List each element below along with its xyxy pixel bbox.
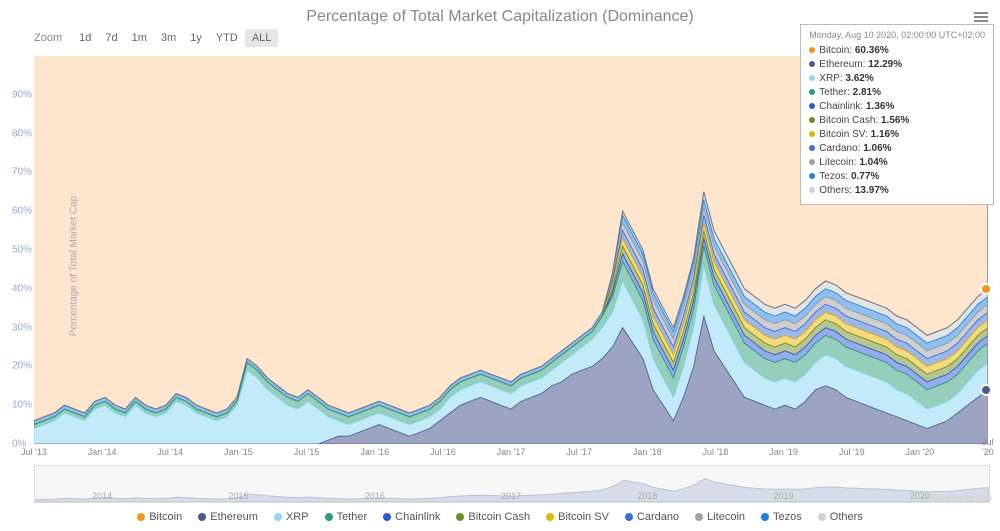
legend-item-tether[interactable]: Tether — [325, 511, 368, 523]
legend-item-bitcoin[interactable]: Bitcoin — [137, 511, 182, 523]
legend-item-bitcoin-cash[interactable]: Bitcoin Cash — [456, 511, 530, 523]
x-tick: Jan '16 — [360, 447, 389, 457]
x-tick: Jul '18 — [703, 447, 729, 457]
nav-tick: 2015 — [228, 491, 248, 501]
tooltip-row: Chainlink: 1.36% — [809, 100, 985, 114]
x-tick: Jan '18 — [633, 447, 662, 457]
y-tick: 90% — [12, 89, 32, 100]
legend-item-ethereum[interactable]: Ethereum — [198, 511, 258, 523]
x-tick: Jul '13 — [21, 447, 47, 457]
y-tick: 40% — [12, 283, 32, 294]
cursor-dot — [980, 384, 992, 396]
y-tick: 80% — [12, 128, 32, 139]
y-tick: 70% — [12, 167, 32, 178]
tooltip: Monday, Aug 10 2020, 02:00:00 UTC+02:00 … — [800, 24, 994, 205]
x-tick: Jul '19 — [839, 447, 865, 457]
tooltip-row: Tether: 2.81% — [809, 86, 985, 100]
y-tick: 50% — [12, 245, 32, 256]
zoom-1m-button[interactable]: 1m — [125, 29, 154, 47]
x-tick: Jan '15 — [224, 447, 253, 457]
legend-item-cardano[interactable]: Cardano — [625, 511, 679, 523]
tooltip-row: Bitcoin Cash: 1.56% — [809, 114, 985, 128]
cursor-dot — [980, 283, 992, 295]
nav-tick: 2017 — [501, 491, 521, 501]
x-tick: Jul '16 — [430, 447, 456, 457]
x-tick: Jul '17 — [566, 447, 592, 457]
y-tick: 10% — [12, 400, 32, 411]
y-tick: 60% — [12, 206, 32, 217]
y-tick: 20% — [12, 361, 32, 372]
tooltip-row: Bitcoin: 60.36% — [809, 44, 985, 58]
legend-item-others[interactable]: Others — [818, 511, 863, 523]
tooltip-row: Ethereum: 12.29% — [809, 58, 985, 72]
legend: Bitcoin Ethereum XRP Tether Chainlink Bitcoin… — [0, 511, 1000, 523]
x-tick: Jan '19 — [769, 447, 798, 457]
tooltip-row: Litecoin: 1.04% — [809, 156, 985, 170]
zoom-label: Zoom — [34, 32, 62, 44]
legend-item-litecoin[interactable]: Litecoin — [695, 511, 745, 523]
x-tick: Jul '20 — [982, 437, 994, 457]
zoom-all-button[interactable]: ALL — [245, 29, 279, 47]
zoom-7d-button[interactable]: 7d — [98, 29, 124, 47]
nav-tick: 2014 — [92, 491, 112, 501]
tooltip-row: Cardano: 1.06% — [809, 142, 985, 156]
x-tick: Jan '17 — [497, 447, 526, 457]
nav-tick: 2018 — [637, 491, 657, 501]
x-tick: Jan '14 — [88, 447, 117, 457]
tooltip-row: XRP: 3.62% — [809, 72, 985, 86]
tooltip-row: Others: 13.97% — [809, 184, 985, 198]
tooltip-header: Monday, Aug 10 2020, 02:00:00 UTC+02:00 — [809, 29, 985, 42]
x-tick: Jan '20 — [905, 447, 934, 457]
legend-item-bitcoin-sv[interactable]: Bitcoin SV — [546, 511, 609, 523]
y-tick: 30% — [12, 322, 32, 333]
zoom-ytd-button[interactable]: YTD — [209, 29, 245, 47]
nav-tick: 2019 — [774, 491, 794, 501]
x-tick: Jul '15 — [294, 447, 320, 457]
legend-item-tezos[interactable]: Tezos — [761, 511, 802, 523]
legend-item-xrp[interactable]: XRP — [274, 511, 309, 523]
legend-item-chainlink[interactable]: Chainlink — [383, 511, 440, 523]
x-tick: Jul '14 — [157, 447, 183, 457]
zoom-1y-button[interactable]: 1y — [183, 29, 209, 47]
credit: coinmarketcap.com — [923, 493, 992, 502]
zoom-3m-button[interactable]: 3m — [154, 29, 183, 47]
zoom-1d-button[interactable]: 1d — [72, 29, 98, 47]
tooltip-row: Tezos: 0.77% — [809, 170, 985, 184]
tooltip-row: Bitcoin SV: 1.16% — [809, 128, 985, 142]
nav-tick: 2016 — [365, 491, 385, 501]
nav-tick: 2020 — [910, 491, 930, 501]
